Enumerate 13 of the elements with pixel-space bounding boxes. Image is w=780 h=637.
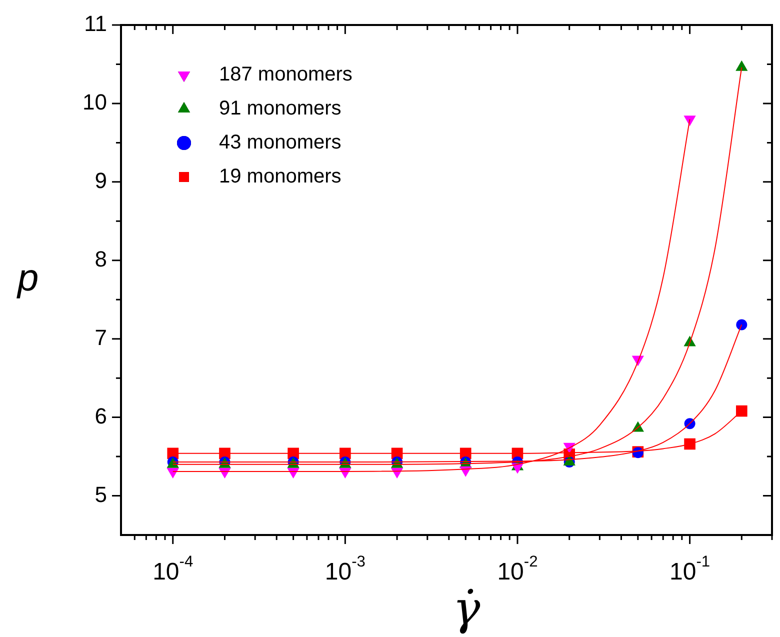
y-tick-label: 9 (94, 168, 107, 193)
y-tick-label: 5 (94, 482, 107, 507)
y-tick-label: 8 (94, 246, 107, 272)
x-axis-title: γ̇ (452, 580, 481, 635)
y-tick-label: 10 (82, 90, 107, 115)
legend-label: 43 monomers (219, 132, 342, 154)
y-tick-label: 6 (94, 403, 107, 428)
y-tick-label: 7 (94, 324, 107, 350)
y-tick-label: 11 (84, 11, 107, 36)
legend-label: 91 monomers (219, 98, 342, 120)
y-axis-title: p (16, 258, 39, 300)
legend-label: 19 monomers (219, 166, 342, 188)
legend-label: 187 monomers (219, 64, 352, 86)
